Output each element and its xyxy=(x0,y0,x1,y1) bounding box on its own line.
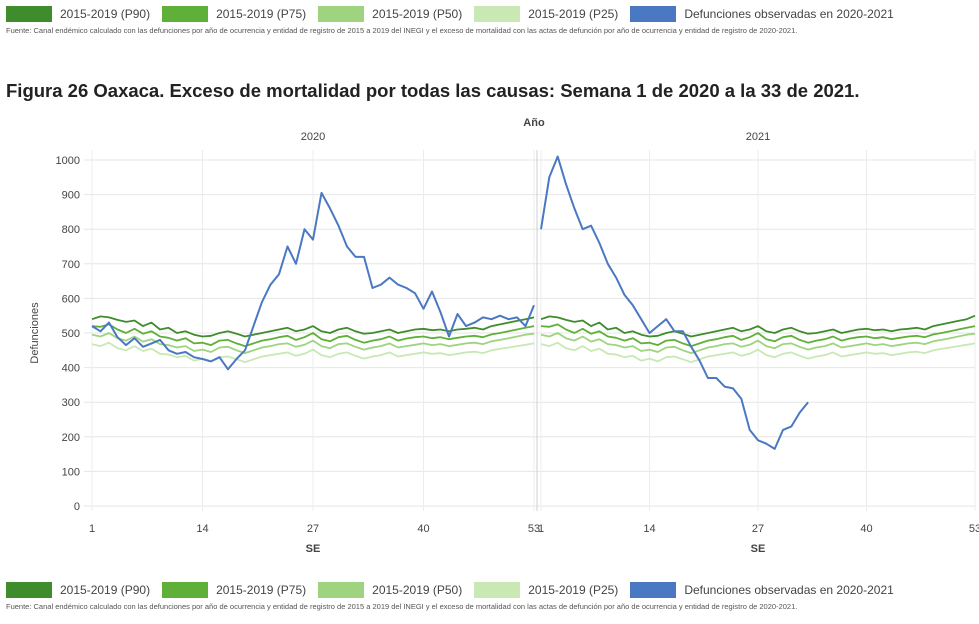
y-tick-label: 600 xyxy=(62,293,80,305)
facet-title: Año xyxy=(523,117,545,129)
source-note-top: Fuente: Canal endémico calculado con las… xyxy=(6,26,798,35)
x-tick-label: 27 xyxy=(752,523,764,535)
series-line-2015-2019-p25 xyxy=(91,341,535,364)
legend-item-p90: 2015-2019 (P90) xyxy=(6,6,150,22)
series-line-2015-2019-p90 xyxy=(540,314,976,338)
source-note-bottom: Fuente: Canal endémico calculado con las… xyxy=(6,602,798,611)
legend-swatch-p75 xyxy=(162,6,209,22)
x-tick-label: 14 xyxy=(196,523,208,535)
legend-label-p50: 2015-2019 (P50) xyxy=(372,583,463,597)
y-tick-label: 500 xyxy=(62,328,80,340)
y-axis-label: Defunciones xyxy=(29,302,41,364)
legend-swatch-observed xyxy=(630,6,677,22)
series-line-2015-2019-p75 xyxy=(91,323,535,348)
x-tick-label: 27 xyxy=(307,523,319,535)
x-tick-label: 40 xyxy=(417,523,429,535)
x-tick-label: 53 xyxy=(969,523,979,535)
panel-label: 2021 xyxy=(746,131,770,143)
legend-label-p25: 2015-2019 (P25) xyxy=(528,583,619,597)
legend-label-p50: 2015-2019 (P50) xyxy=(372,7,463,21)
legend-item-p25: 2015-2019 (P25) xyxy=(474,582,618,598)
legend-label-p90: 2015-2019 (P90) xyxy=(60,583,151,597)
x-axis-label: SE xyxy=(306,543,321,555)
legend-item-p50: 2015-2019 (P50) xyxy=(318,582,462,598)
legend-swatch-p50 xyxy=(318,582,365,598)
y-tick-label: 0 xyxy=(74,501,80,513)
y-tick-label: 700 xyxy=(62,259,80,271)
x-tick-label: 1 xyxy=(89,523,95,535)
legend-swatch-p75 xyxy=(162,582,209,598)
series-line-2015-2019-p75 xyxy=(540,323,976,348)
y-tick-label: 800 xyxy=(62,224,80,236)
legend-label-p25: 2015-2019 (P25) xyxy=(528,7,619,21)
x-tick-label: 1 xyxy=(538,523,544,535)
legend-label-p90: 2015-2019 (P90) xyxy=(60,7,151,21)
legend-swatch-p50 xyxy=(318,6,365,22)
legend-swatch-observed xyxy=(630,582,677,598)
legend-top: 2015-2019 (P90) 2015-2019 (P75) 2015-201… xyxy=(6,4,906,24)
legend-swatch-p90 xyxy=(6,6,52,22)
legend-bottom: 2015-2019 (P90) 2015-2019 (P75) 2015-201… xyxy=(6,580,906,600)
legend-item-observed: Defunciones observadas en 2020-2021 xyxy=(630,6,894,22)
legend-item-observed: Defunciones observadas en 2020-2021 xyxy=(630,582,894,598)
y-tick-label: 200 xyxy=(62,432,80,444)
series-line-2015-2019-p50 xyxy=(540,332,976,355)
series-line-defunciones-observadas-en-2020-2021 xyxy=(91,191,535,371)
legend-label-observed: Defunciones observadas en 2020-2021 xyxy=(684,7,894,21)
legend-swatch-p90 xyxy=(6,582,52,598)
x-axis-label: SE xyxy=(751,543,766,555)
legend-swatch-p25 xyxy=(474,582,521,598)
y-tick-label: 300 xyxy=(62,397,80,409)
series-line-2015-2019-p90 xyxy=(91,315,535,338)
x-tick-label: 53 xyxy=(528,523,540,535)
x-tick-label: 14 xyxy=(643,523,655,535)
y-tick-label: 1000 xyxy=(56,155,80,167)
legend-item-p50: 2015-2019 (P50) xyxy=(318,6,462,22)
legend-item-p25: 2015-2019 (P25) xyxy=(474,6,618,22)
figure-title: Figura 26 Oaxaca. Exceso de mortalidad p… xyxy=(6,80,860,101)
y-tick-label: 100 xyxy=(62,466,80,478)
legend-item-p75: 2015-2019 (P75) xyxy=(162,6,306,22)
y-tick-label: 900 xyxy=(62,190,80,202)
series-line-2015-2019-p50 xyxy=(91,332,535,355)
y-tick-label: 400 xyxy=(62,363,80,375)
series-line-2015-2019-p25 xyxy=(540,341,976,364)
legend-label-p75: 2015-2019 (P75) xyxy=(216,7,307,21)
legend-item-p90: 2015-2019 (P90) xyxy=(6,582,150,598)
x-tick-label: 40 xyxy=(860,523,872,535)
panel-label: 2020 xyxy=(301,131,325,143)
series-line-defunciones-observadas-en-2020-2021 xyxy=(540,155,809,450)
legend-item-p75: 2015-2019 (P75) xyxy=(162,582,306,598)
legend-label-observed: Defunciones observadas en 2020-2021 xyxy=(684,583,894,597)
legend-swatch-p25 xyxy=(474,6,521,22)
legend-label-p75: 2015-2019 (P75) xyxy=(216,583,307,597)
